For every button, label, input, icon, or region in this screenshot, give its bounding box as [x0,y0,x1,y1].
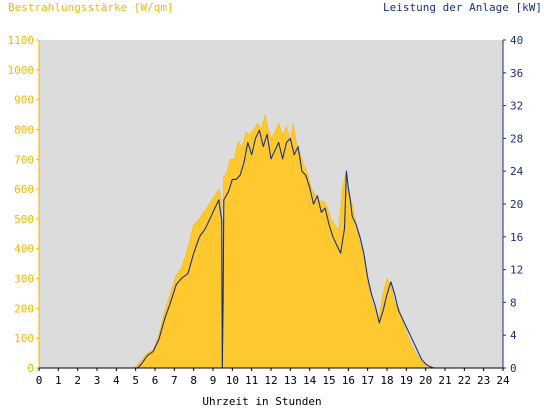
x-tick-label: 16 [342,374,355,387]
right-tick-label: 8 [510,296,517,309]
irradiance-area [39,114,503,369]
right-tick-label: 32 [510,100,523,113]
left-tick-label: 1100 [8,34,35,47]
x-tick-label: 1 [55,374,62,387]
left-axis-title: Bestrahlungsstärke [W/qm] [8,1,174,14]
left-tick-label: 1000 [8,64,35,77]
right-tick-label: 20 [510,198,523,211]
x-tick-label: 8 [190,374,197,387]
right-tick-label: 40 [510,34,523,47]
x-tick-label: 19 [400,374,413,387]
x-tick-label: 2 [74,374,81,387]
right-axis-ticks: 0 4 8 12 16 20 24 28 32 36 40 [503,34,524,375]
right-tick-label: 16 [510,231,523,244]
right-tick-label: 28 [510,132,523,145]
right-axis-title: Leistung der Anlage [kW] [383,1,542,14]
right-tick-label: 24 [510,165,524,178]
right-tick-label: 12 [510,264,523,277]
x-tick-label: 24 [496,374,510,387]
left-tick-label: 400 [14,243,34,256]
x-tick-label: 11 [245,374,258,387]
left-tick-label: 700 [14,153,34,166]
x-tick-label: 0 [36,374,43,387]
left-axis-ticks: 0 100 200 300 400 500 600 700 800 900 1000 1100 [8,34,39,375]
left-tick-label: 100 [14,332,34,345]
left-tick-label: 500 [14,213,34,226]
x-tick-label: 9 [210,374,217,387]
x-tick-label: 7 [171,374,178,387]
x-tick-label: 15 [322,374,335,387]
x-axis-title: Uhrzeit in Stunden [202,395,321,408]
left-tick-label: 200 [14,302,34,315]
x-tick-label: 13 [284,374,297,387]
x-tick-label: 10 [226,374,239,387]
x-tick-label: 4 [113,374,120,387]
x-tick-label: 5 [132,374,139,387]
left-tick-label: 300 [14,273,34,286]
right-tick-label: 36 [510,67,523,80]
left-tick-label: 600 [14,183,34,196]
x-tick-label: 17 [361,374,374,387]
x-tick-label: 6 [152,374,159,387]
x-axis-ticks: 0 1 2 3 4 5 6 7 8 9 10 11 12 13 14 15 16 17 18 19 20 21 22 23 24 [36,368,510,387]
x-tick-label: 12 [264,374,277,387]
power-line [39,129,503,369]
x-tick-label: 18 [380,374,393,387]
left-tick-label: 0 [27,362,34,375]
right-tick-label: 0 [510,362,517,375]
right-tick-label: 4 [510,329,517,342]
x-tick-label: 14 [303,374,317,387]
left-tick-label: 900 [14,94,34,107]
x-tick-label: 21 [438,374,451,387]
x-tick-label: 23 [477,374,490,387]
x-tick-label: 3 [94,374,101,387]
x-tick-label: 20 [419,374,432,387]
left-tick-label: 800 [14,123,34,136]
x-tick-label: 22 [458,374,471,387]
